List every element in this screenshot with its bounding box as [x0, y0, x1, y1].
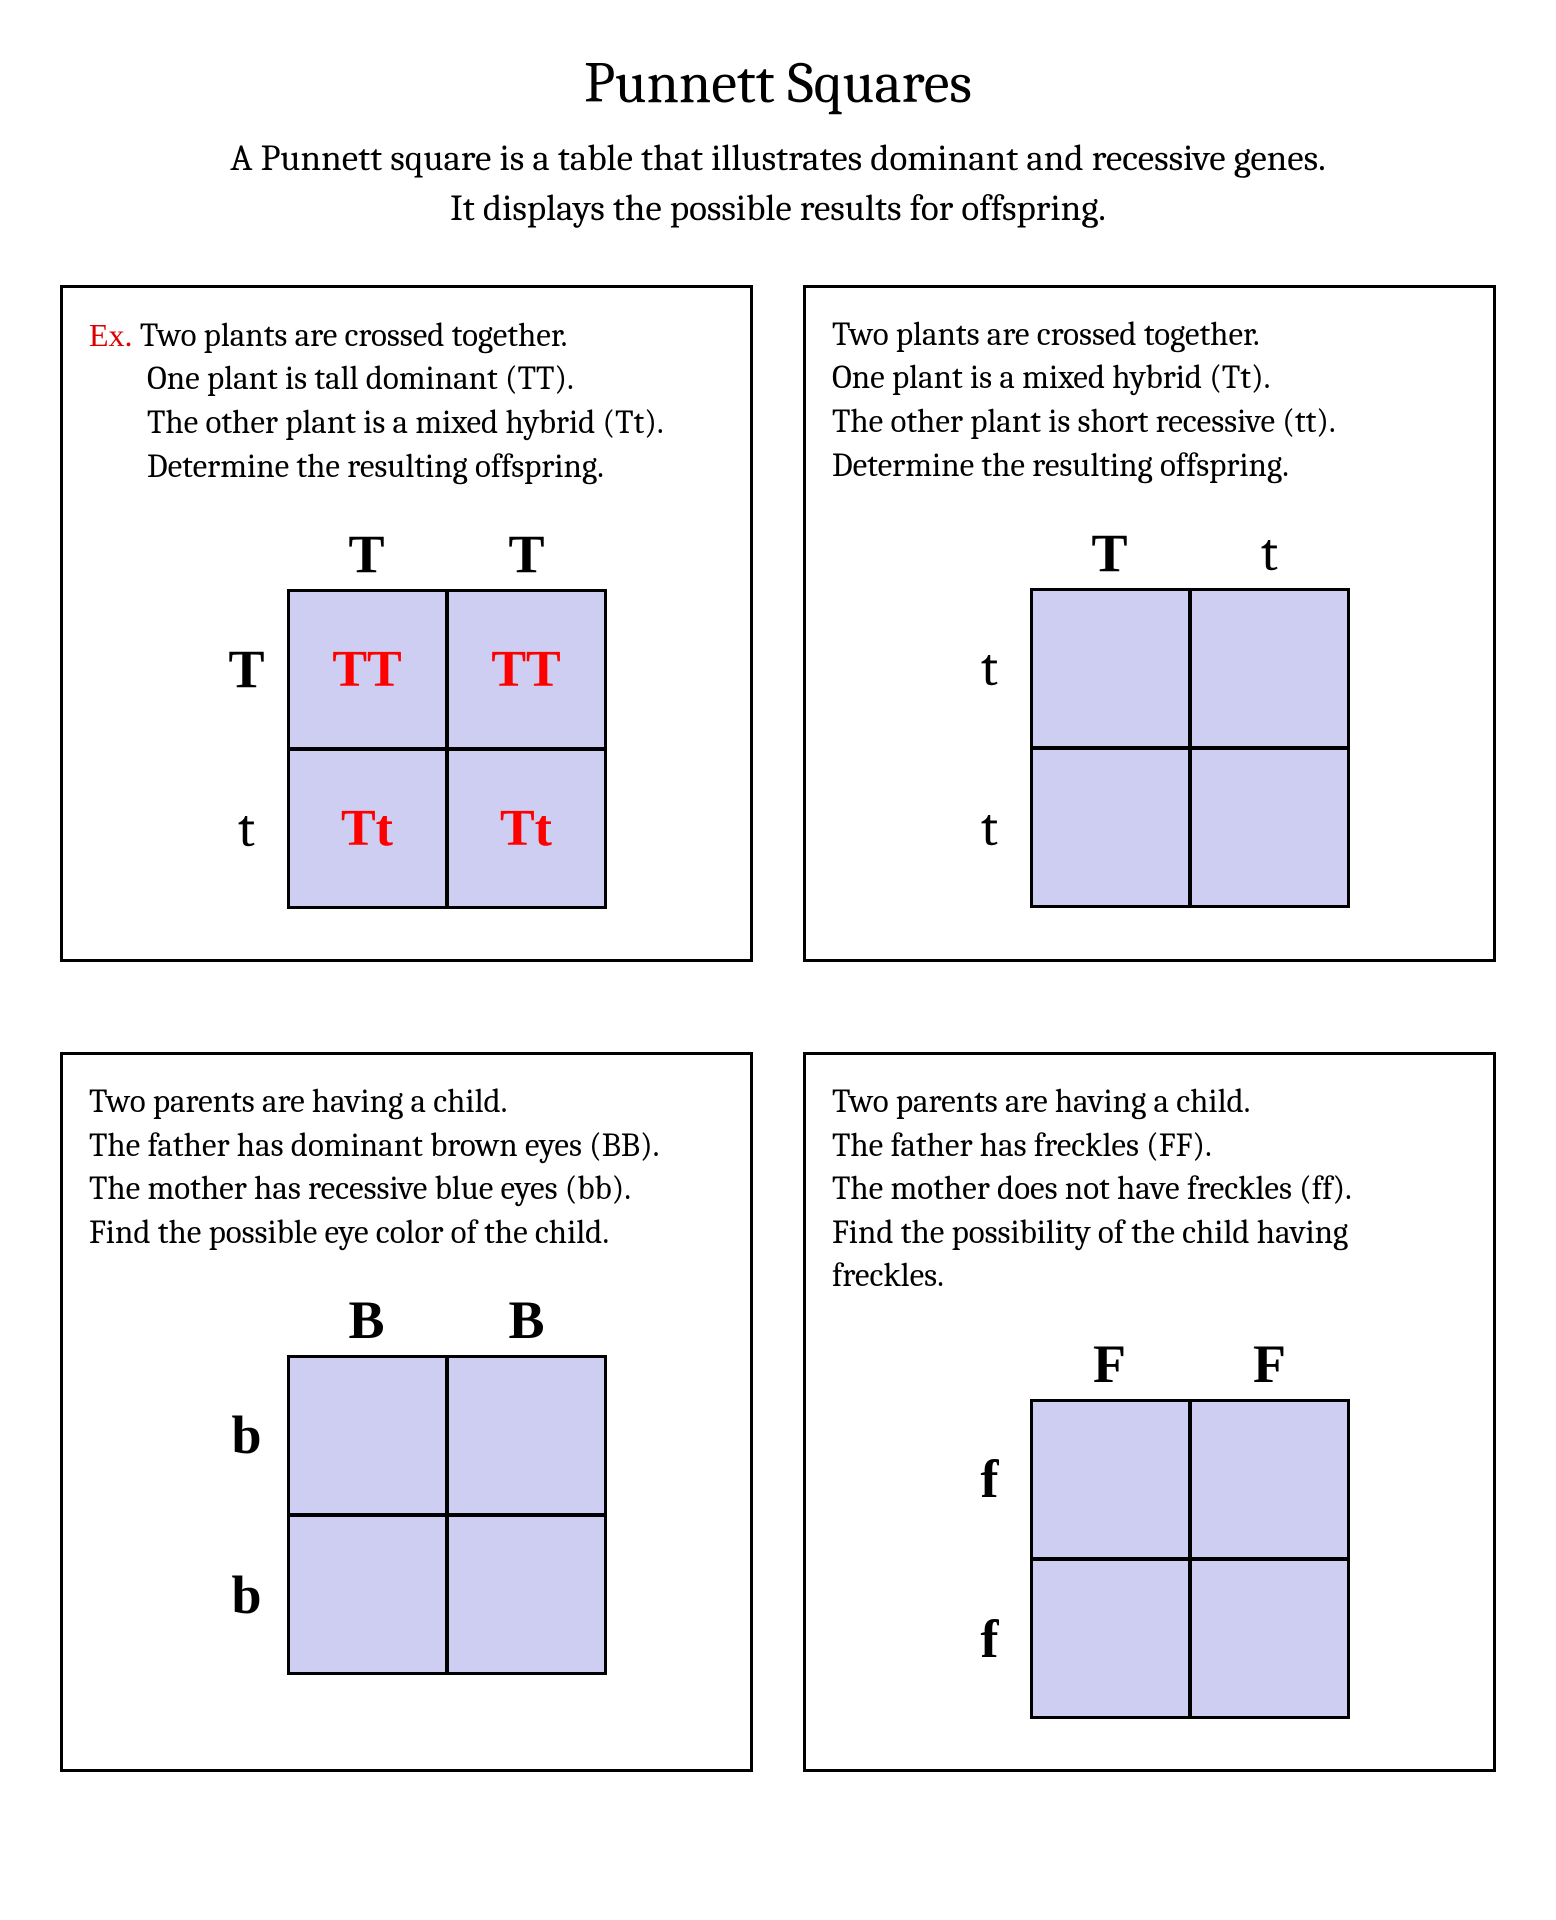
prompt-line: The mother has recessive blue eyes (bb).: [89, 1170, 631, 1208]
prompt-text: Two parents are having a child. The fath…: [832, 1081, 1467, 1299]
punnett-square: T t t t: [832, 518, 1467, 908]
page-subtitle: A Punnett square is a table that illustr…: [60, 135, 1496, 235]
top-allele: T: [447, 519, 607, 589]
subtitle-line-1: A Punnett square is a table that illustr…: [230, 138, 1325, 180]
prompt-line: Find the possible eye color of the child…: [89, 1214, 609, 1252]
punnett-square: T T T TT TT t Tt Tt: [89, 519, 724, 909]
punnett-cell: [1190, 1399, 1350, 1559]
punnett-corner: [207, 1285, 287, 1355]
top-allele: T: [287, 519, 447, 589]
prompt-line: The father has dominant brown eyes (BB).: [89, 1127, 659, 1165]
left-allele: b: [207, 1355, 287, 1515]
top-allele: F: [1190, 1329, 1350, 1399]
punnett-corner: [950, 518, 1030, 588]
panel-problem: Two parents are having a child. The fath…: [803, 1052, 1496, 1772]
top-allele: F: [1030, 1329, 1190, 1399]
punnett-cell: [447, 1355, 607, 1515]
prompt-line: One plant is tall dominant (TT).: [147, 360, 574, 398]
punnett-cell: [287, 1515, 447, 1675]
punnett-cell: Tt: [287, 749, 447, 909]
punnett-corner: [207, 519, 287, 589]
punnett-square: B B b b: [89, 1285, 724, 1675]
prompt-line: Find the possibility of the child having…: [832, 1214, 1348, 1296]
panel-problem: Two plants are crossed together. One pla…: [803, 285, 1496, 962]
prompt-line: One plant is a mixed hybrid (Tt).: [832, 359, 1270, 397]
panel-example: Ex. Two plants are crossed together. One…: [60, 285, 753, 962]
punnett-cell: TT: [447, 589, 607, 749]
left-allele: f: [950, 1399, 1030, 1559]
left-allele: t: [950, 588, 1030, 748]
punnett-cell: [1030, 1559, 1190, 1719]
punnett-corner: [950, 1329, 1030, 1399]
punnett-cell: [1190, 588, 1350, 748]
left-allele: T: [207, 589, 287, 749]
prompt-line: The father has freckles (FF).: [832, 1127, 1212, 1165]
prompt-line: Two parents are having a child.: [832, 1083, 1250, 1121]
prompt-line: The mother does not have freckles (ff).: [832, 1170, 1352, 1208]
page-title: Punnett Squares: [60, 50, 1496, 117]
prompt-text: Two plants are crossed together. One pla…: [832, 314, 1467, 488]
left-allele: t: [207, 749, 287, 909]
prompt-line: The other plant is short recessive (tt).: [832, 403, 1336, 441]
prompt-line: Determine the resulting offspring.: [832, 447, 1289, 485]
prompt-text: Ex. Two plants are crossed together. One…: [89, 314, 724, 489]
panel-problem: Two parents are having a child. The fath…: [60, 1052, 753, 1772]
punnett-cell: Tt: [447, 749, 607, 909]
left-allele: b: [207, 1515, 287, 1675]
panels-grid: Ex. Two plants are crossed together. One…: [60, 285, 1496, 1772]
punnett-square: F F f f: [832, 1329, 1467, 1719]
punnett-cell: [1030, 748, 1190, 908]
prompt-line: Two parents are having a child.: [89, 1083, 507, 1121]
prompt-line: The other plant is a mixed hybrid (Tt).: [147, 404, 664, 442]
prompt-text: Two parents are having a child. The fath…: [89, 1081, 724, 1255]
example-label: Ex.: [89, 317, 133, 353]
left-allele: f: [950, 1559, 1030, 1719]
punnett-cell: [1190, 748, 1350, 908]
punnett-cell: [1190, 1559, 1350, 1719]
punnett-cell: [1030, 588, 1190, 748]
prompt-line: Determine the resulting offspring.: [147, 448, 604, 486]
prompt-line: Two plants are crossed together.: [832, 316, 1260, 354]
punnett-cell: [287, 1355, 447, 1515]
left-allele: t: [950, 748, 1030, 908]
subtitle-line-2: It displays the possible results for off…: [450, 188, 1106, 230]
punnett-cell: [447, 1515, 607, 1675]
top-allele: t: [1190, 518, 1350, 588]
top-allele: T: [1030, 518, 1190, 588]
prompt-line: Two plants are crossed together.: [140, 317, 568, 355]
punnett-cell: TT: [287, 589, 447, 749]
top-allele: B: [287, 1285, 447, 1355]
top-allele: B: [447, 1285, 607, 1355]
punnett-cell: [1030, 1399, 1190, 1559]
